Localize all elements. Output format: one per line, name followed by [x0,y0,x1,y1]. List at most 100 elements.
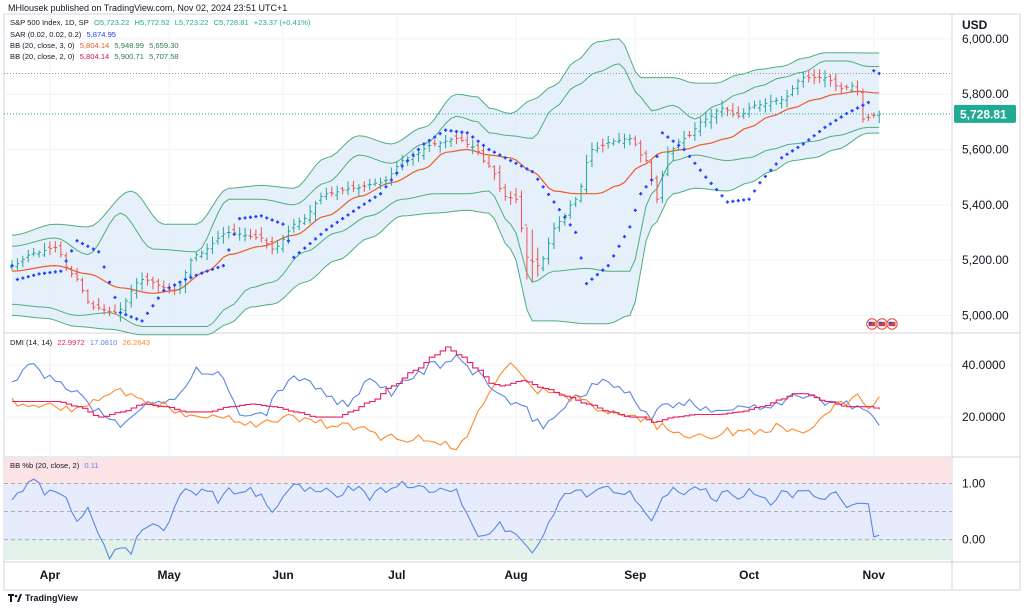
bb3-lower-line [11,132,880,336]
price-candle [595,142,600,153]
sar-marker [536,177,540,181]
sar-marker [205,269,209,273]
price-candle [617,132,622,144]
sar-marker [601,268,605,272]
price-candle [140,272,145,291]
price-candle [340,186,345,195]
sar-marker [579,256,583,260]
sar-marker [725,200,730,204]
price-candle [871,112,876,119]
sar-marker [145,311,150,315]
bb2-legend-basis: 5,804.14 [79,52,110,61]
price-candle [481,145,486,164]
price-candle [42,242,47,257]
tradingview-brand[interactable]: TradingView [8,593,78,603]
price-candle [75,267,80,282]
publisher-line: MHlousek published on TradingView.com, N… [8,3,288,13]
price-candle [492,165,497,181]
price-candle [541,256,546,272]
sar-marker [666,135,670,139]
sar-marker [178,280,182,284]
flag-canton [868,321,872,325]
sar-marker [460,130,464,134]
price-candle [579,183,584,203]
bb2-upper-line [11,60,880,256]
price-tick-label: 5,800.00 [962,87,1009,101]
sar-marker [444,128,448,132]
sar-marker [308,241,312,246]
sar-marker [465,131,469,135]
price-candle [839,82,844,94]
price-candle [443,134,448,149]
sar-marker [102,265,106,269]
price-candle [503,183,508,201]
price-candle [654,175,659,204]
sar-marker [839,115,843,119]
price-candle [546,237,551,265]
sar-marker [438,131,442,136]
price-candle [476,142,481,156]
sar-marker [568,223,572,227]
sar-marker [357,205,361,210]
price-candle [264,237,269,249]
sar-marker [557,208,562,212]
sar-marker [476,139,480,143]
last-price-badge [954,104,1016,123]
price-candle [226,225,231,239]
chart-frame [3,13,1021,591]
bb3-legend: BB (20, close, 3, 0) 5,804.14 5,948.99 5… [10,41,182,50]
sar-marker [628,225,632,229]
price-candle [221,226,226,244]
price-candle [584,154,589,194]
sar-marker [633,208,637,212]
sar-marker [129,315,133,319]
month-tick-label: Apr [40,568,61,582]
price-candle [389,167,394,186]
sar-marker [346,213,350,217]
sar-marker [113,295,117,300]
price-candle [438,140,443,153]
price-candle [850,81,855,93]
sar-marker [200,271,204,275]
price-candle [795,78,800,95]
price-candle [297,217,302,231]
price-candle [134,277,139,299]
month-tick-label: Jun [272,568,293,582]
price-candle [449,137,454,148]
sar-marker [595,273,599,277]
month-tick-label: Aug [504,568,527,582]
price-tick-label: 6,000.00 [962,32,1009,46]
sar-marker [606,264,610,268]
price-candle [714,108,719,124]
price-candle [194,252,199,262]
sar-marker [649,178,654,182]
pctb-oversold-zone [4,539,952,560]
sar-marker [118,311,122,315]
price-candle [432,139,437,147]
price-candle [69,265,74,278]
dmi-legend-adx: 26.2643 [122,338,150,347]
price-candle [763,98,768,113]
sar-marker [227,248,231,252]
sar-marker [758,181,762,185]
price-candle [470,139,475,155]
price-candle [725,106,730,117]
sar-marker [411,153,415,157]
sar-marker [281,222,285,226]
sar-marker [671,139,675,143]
sar-marker [519,164,524,168]
price-candle [26,249,31,263]
sar-marker [64,259,68,263]
price-candle [259,227,264,243]
price-candle [514,187,519,204]
price-candle [215,230,220,245]
brand-label: TradingView [25,593,78,603]
sar-marker [378,192,383,196]
sar-marker [75,239,79,243]
sar-marker [449,129,453,133]
sar-marker [850,109,854,113]
sar-marker [173,283,177,287]
pctb-middle-zone [4,483,952,540]
price-candle [682,130,687,150]
